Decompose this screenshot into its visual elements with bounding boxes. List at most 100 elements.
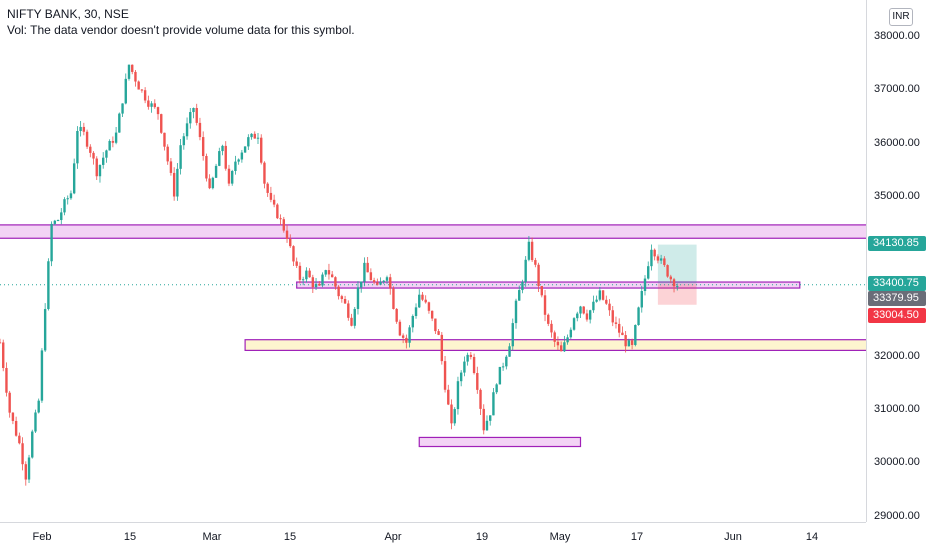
candle-body: [72, 163, 76, 194]
candle-body: [547, 314, 550, 324]
candle-body: [176, 168, 179, 197]
candle-body: [492, 392, 495, 416]
candle-body: [605, 299, 608, 304]
time-tick: 15: [283, 531, 297, 543]
candle-body: [224, 145, 227, 169]
candle-body: [308, 270, 311, 278]
candle-body: [198, 122, 202, 138]
candle-body: [621, 332, 624, 336]
candle-body: [298, 265, 302, 280]
position-stop-area[interactable]: [657, 283, 697, 305]
candle-body: [614, 322, 618, 324]
time-tick: Jun: [724, 531, 742, 543]
candle-body: [0, 342, 2, 344]
candle-body: [127, 64, 131, 79]
candle-body: [18, 435, 21, 444]
candle-body: [318, 283, 321, 286]
candle-body: [111, 140, 115, 143]
candle-body: [369, 272, 373, 281]
candle-body: [398, 321, 402, 336]
candle-body: [253, 133, 256, 139]
support-zone[interactable]: [244, 339, 866, 351]
candle-body: [437, 331, 440, 335]
symbol-title[interactable]: NIFTY BANK, 30, NSE: [7, 7, 129, 21]
candle-body: [579, 306, 582, 314]
candle-body: [98, 164, 102, 177]
candle-body: [563, 342, 566, 352]
time-tick: Feb: [32, 531, 52, 543]
candle-body: [182, 136, 186, 146]
price-tick: 32000.00: [874, 350, 920, 362]
resistance-zone[interactable]: [0, 224, 866, 239]
candle-body: [489, 415, 492, 421]
candle-body: [485, 420, 489, 431]
low-zone[interactable]: [418, 436, 582, 448]
candle-body: [295, 261, 298, 266]
candle-body: [321, 274, 324, 286]
candle-body: [2, 342, 5, 368]
candle-body: [582, 306, 585, 314]
candle-body: [160, 114, 163, 133]
candle-body: [279, 218, 282, 220]
candle-body: [379, 281, 382, 285]
candle-body: [276, 204, 279, 219]
candle-body: [672, 279, 676, 287]
candle-body: [337, 286, 340, 297]
stop-price-label: 33004.50: [868, 308, 926, 323]
candle-body: [282, 219, 285, 231]
candle-body: [392, 288, 395, 309]
candle-body: [395, 308, 398, 322]
candle-body: [456, 381, 460, 410]
candle-body: [340, 296, 344, 299]
candle-body: [640, 291, 643, 308]
candle-body: [505, 356, 508, 367]
candle-body: [653, 249, 656, 257]
candle-body: [102, 157, 105, 165]
candle-body: [559, 345, 563, 352]
candle-body: [643, 278, 647, 292]
chart-area[interactable]: NIFTY BANK, 30, NSE Vol: The data vendor…: [0, 0, 866, 522]
time-axis[interactable]: [0, 522, 866, 551]
candle-body: [50, 223, 53, 262]
candle-body: [466, 354, 469, 362]
candle-body: [566, 337, 569, 343]
candle-body: [40, 350, 44, 401]
candle-body: [66, 198, 69, 200]
candle-body: [69, 193, 73, 199]
price-tick: 36000.00: [874, 137, 920, 149]
candle-body: [311, 277, 315, 288]
candle-body: [260, 137, 263, 163]
candle-body: [669, 276, 672, 280]
candle-body: [389, 277, 392, 289]
candle-body: [592, 301, 595, 311]
price-axis[interactable]: [866, 0, 932, 522]
candle-body: [114, 132, 118, 143]
candle-body: [85, 131, 89, 147]
candle-body: [305, 270, 308, 280]
candle-body: [595, 299, 598, 302]
candle-body: [205, 156, 208, 179]
candle-body: [601, 290, 605, 300]
candle-body: [611, 310, 614, 323]
candle-body: [79, 126, 82, 131]
candle-body: [150, 103, 153, 107]
candle-body: [169, 161, 173, 173]
time-tick: 19: [475, 531, 489, 543]
candle-body: [418, 294, 421, 308]
candle-body: [550, 323, 553, 333]
candle-body: [118, 113, 121, 133]
candle-body: [195, 107, 198, 123]
candle-body: [243, 146, 247, 153]
price-chart[interactable]: [0, 0, 866, 522]
candle-body: [108, 140, 111, 151]
candle-body: [666, 265, 669, 277]
currency-button[interactable]: INR: [889, 8, 913, 26]
candle-body: [201, 137, 205, 157]
candle-body: [447, 389, 450, 405]
candle-body: [53, 220, 57, 224]
candle-body: [227, 168, 231, 184]
candle-body: [647, 266, 650, 279]
candle-body: [427, 302, 431, 311]
candle-body: [637, 307, 640, 326]
candle-body: [218, 151, 221, 166]
